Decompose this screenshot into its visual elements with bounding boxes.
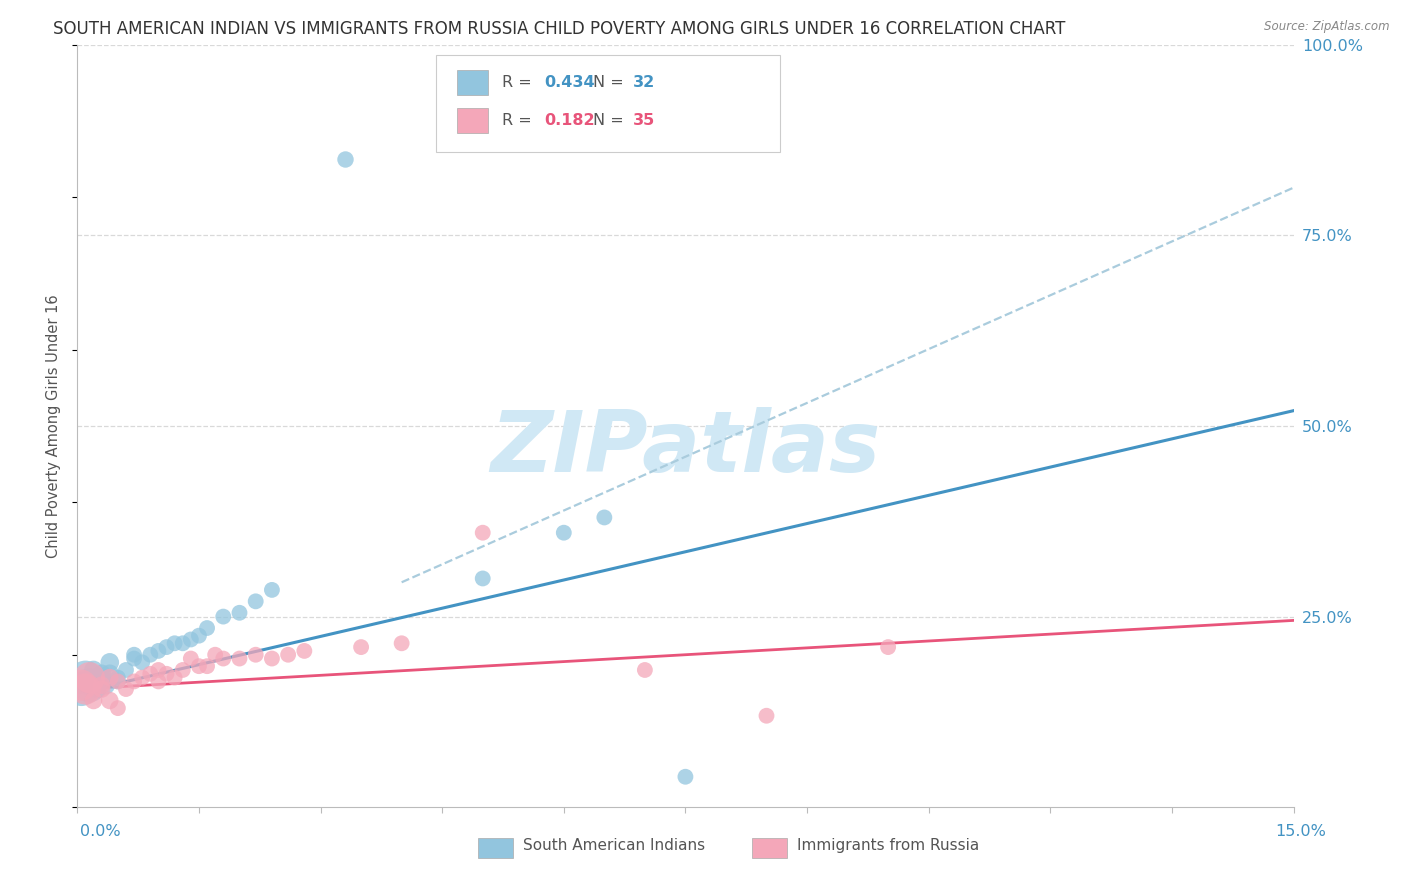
Point — [292, 644, 315, 658]
Point — [139, 666, 162, 681]
Point — [245, 648, 267, 662]
Text: R =: R = — [502, 113, 541, 128]
Point — [188, 629, 211, 643]
Point — [86, 681, 108, 696]
Point — [107, 671, 129, 685]
Point — [553, 525, 575, 540]
Point — [172, 663, 194, 677]
Point — [83, 693, 105, 707]
Point — [98, 666, 121, 681]
Point — [122, 651, 145, 665]
Point — [75, 671, 97, 685]
Point — [90, 671, 112, 685]
Point — [172, 636, 194, 650]
Point — [107, 701, 129, 715]
Point — [83, 663, 105, 677]
Point — [70, 678, 93, 692]
Point — [195, 621, 218, 635]
Point — [148, 674, 170, 689]
Text: 0.434: 0.434 — [544, 75, 595, 90]
Text: N =: N = — [593, 113, 630, 128]
Point — [115, 681, 138, 696]
Point — [90, 681, 112, 696]
Point — [90, 678, 112, 692]
Point — [391, 636, 413, 650]
Point — [122, 648, 145, 662]
Point — [148, 663, 170, 677]
Point — [877, 640, 900, 654]
Point — [634, 663, 657, 677]
Text: 15.0%: 15.0% — [1275, 824, 1326, 839]
Point — [204, 648, 226, 662]
Point — [188, 659, 211, 673]
Point — [131, 671, 153, 685]
Text: N =: N = — [593, 75, 630, 90]
Point — [260, 651, 283, 665]
Point — [98, 671, 121, 685]
Text: 0.0%: 0.0% — [80, 824, 121, 839]
Y-axis label: Child Poverty Among Girls Under 16: Child Poverty Among Girls Under 16 — [46, 294, 62, 558]
Point — [79, 678, 101, 692]
Point — [163, 636, 186, 650]
Point — [350, 640, 373, 654]
Point — [245, 594, 267, 608]
Point — [228, 651, 250, 665]
Point — [180, 651, 202, 665]
Point — [471, 525, 494, 540]
Point — [180, 632, 202, 647]
Point — [163, 671, 186, 685]
Point — [212, 651, 235, 665]
Point — [471, 572, 494, 586]
Point — [277, 648, 299, 662]
Point — [755, 708, 778, 723]
Point — [79, 671, 101, 685]
Point — [195, 659, 218, 673]
Point — [122, 674, 145, 689]
Point — [155, 666, 177, 681]
Text: 32: 32 — [633, 75, 655, 90]
Point — [70, 681, 93, 696]
Point — [98, 656, 121, 670]
Point — [107, 674, 129, 689]
Text: R =: R = — [502, 75, 537, 90]
Text: ZIPatlas: ZIPatlas — [491, 408, 880, 491]
Text: 0.182: 0.182 — [544, 113, 595, 128]
Text: SOUTH AMERICAN INDIAN VS IMMIGRANTS FROM RUSSIA CHILD POVERTY AMONG GIRLS UNDER : SOUTH AMERICAN INDIAN VS IMMIGRANTS FROM… — [53, 20, 1066, 37]
Point — [107, 674, 129, 689]
Text: 35: 35 — [633, 113, 655, 128]
Point — [593, 510, 616, 524]
Text: Immigrants from Russia: Immigrants from Russia — [797, 838, 980, 854]
Point — [260, 582, 283, 597]
Point — [228, 606, 250, 620]
Text: Source: ZipAtlas.com: Source: ZipAtlas.com — [1264, 20, 1389, 33]
Point — [333, 152, 356, 166]
Point — [90, 666, 112, 681]
Point — [94, 678, 117, 692]
Point — [675, 770, 697, 784]
Point — [131, 656, 153, 670]
Point — [98, 693, 121, 707]
Point — [75, 681, 97, 696]
Point — [212, 609, 235, 624]
Text: South American Indians: South American Indians — [523, 838, 706, 854]
Point — [148, 644, 170, 658]
Point — [139, 648, 162, 662]
Point — [115, 663, 138, 677]
Point — [155, 640, 177, 654]
